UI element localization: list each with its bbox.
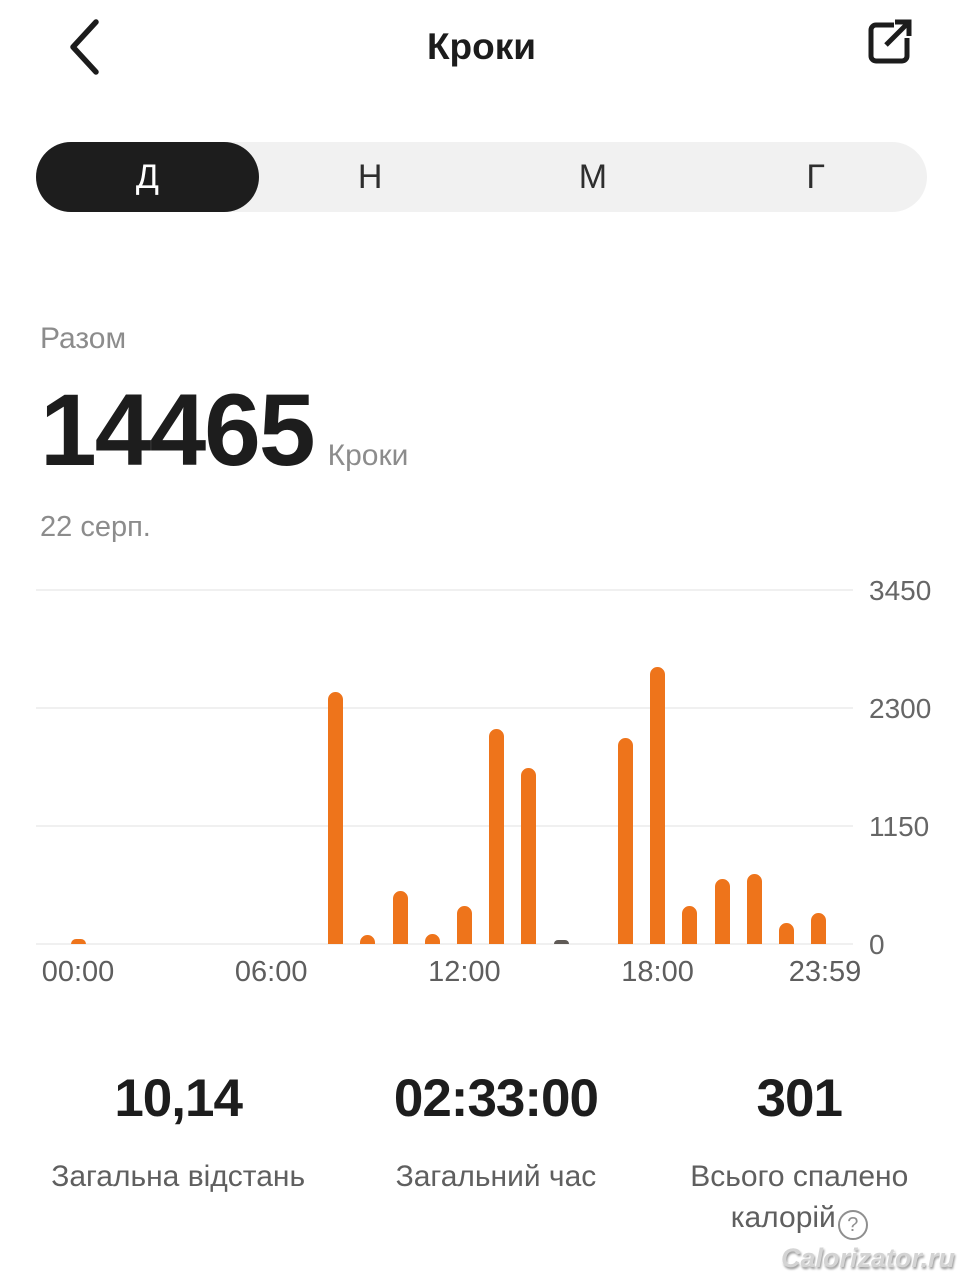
x-axis-tick-label: 06:00 — [234, 956, 308, 988]
period-tabs: Д Н М Г — [36, 142, 927, 212]
x-axis-tick-label: 12:00 — [428, 956, 501, 988]
tab-week[interactable]: Н — [259, 142, 482, 212]
x-axis-tick-label: 00:00 — [41, 956, 115, 988]
duration-label: Загальний час — [395, 1160, 597, 1193]
total-steps-value: 14465 — [40, 373, 316, 487]
tab-year-label: Г — [806, 157, 825, 196]
chart-bar[interactable] — [456, 906, 472, 944]
share-button[interactable] — [861, 12, 919, 74]
help-icon[interactable]: ? — [837, 1210, 868, 1240]
stat-calories: 301 Всього спалено калорій? — [636, 1068, 963, 1240]
tab-day[interactable]: Д — [36, 142, 259, 212]
summary-date: 22 серп. — [40, 511, 151, 543]
chart-bar[interactable] — [489, 728, 505, 944]
chart-bar[interactable] — [650, 666, 666, 944]
chart-gridline — [36, 943, 853, 945]
watermark: Calorizator.ru — [780, 1243, 955, 1273]
chart-gridline — [36, 825, 853, 827]
tab-week-label: Н — [357, 157, 383, 196]
calories-label: Всього спалено калорій? — [644, 1157, 954, 1240]
distance-value: 10,14 — [114, 1069, 243, 1128]
chart-bar[interactable] — [778, 923, 794, 944]
chart-gridline — [36, 589, 853, 591]
chart-bar[interactable] — [392, 890, 408, 944]
summary-block: Разом 14465 Кроки 22 серп. — [40, 322, 408, 544]
stat-distance: 10,14 Загальна відстань — [0, 1068, 356, 1240]
calories-value: 301 — [756, 1069, 843, 1128]
x-axis-tick-label: 23:59 — [788, 956, 862, 988]
y-axis-tick-label: 2300 — [869, 693, 932, 724]
stat-duration: 02:33:00 Загальний час — [356, 1068, 635, 1240]
calories-label-text: Всього спалено калорій — [690, 1160, 909, 1234]
chart-bar[interactable] — [424, 933, 440, 944]
y-axis-tick-label: 3450 — [869, 575, 932, 606]
tab-month[interactable]: М — [482, 142, 705, 212]
x-axis-tick-label: 18:00 — [621, 956, 694, 988]
chart-bar[interactable] — [553, 939, 569, 944]
page-title: Кроки — [426, 26, 537, 67]
steps-chart: 0 1150 2300 3450 00:00 06:00 12:00 18:00 23:59 — [36, 558, 931, 1008]
tab-day-label: Д — [135, 157, 159, 196]
chart-gridline — [36, 707, 853, 709]
chart-bar[interactable] — [811, 913, 827, 944]
share-icon — [864, 17, 916, 69]
y-axis-tick-label: 0 — [869, 929, 885, 960]
chart-bar[interactable] — [328, 691, 344, 944]
tab-month-label: М — [578, 157, 608, 196]
duration-value: 02:33:00 — [393, 1069, 599, 1128]
chart-bar[interactable] — [714, 879, 730, 944]
back-button[interactable] — [56, 14, 112, 80]
summary-label: Разом — [40, 322, 127, 355]
total-steps-unit: Кроки — [327, 439, 409, 472]
chart-bar[interactable] — [682, 906, 698, 944]
chart-bar[interactable] — [70, 938, 86, 944]
stats-row: 10,14 Загальна відстань 02:33:00 Загальн… — [0, 1068, 963, 1240]
chart-bar[interactable] — [746, 874, 762, 944]
chart-bar[interactable] — [521, 767, 537, 944]
distance-label: Загальна відстань — [51, 1160, 306, 1193]
chevron-left-icon — [65, 17, 103, 77]
header: Кроки — [0, 0, 963, 96]
chart-bar[interactable] — [360, 934, 376, 944]
chart-bar[interactable] — [617, 737, 633, 944]
y-axis-tick-label: 1150 — [869, 811, 930, 842]
tab-year[interactable]: Г — [704, 142, 927, 212]
